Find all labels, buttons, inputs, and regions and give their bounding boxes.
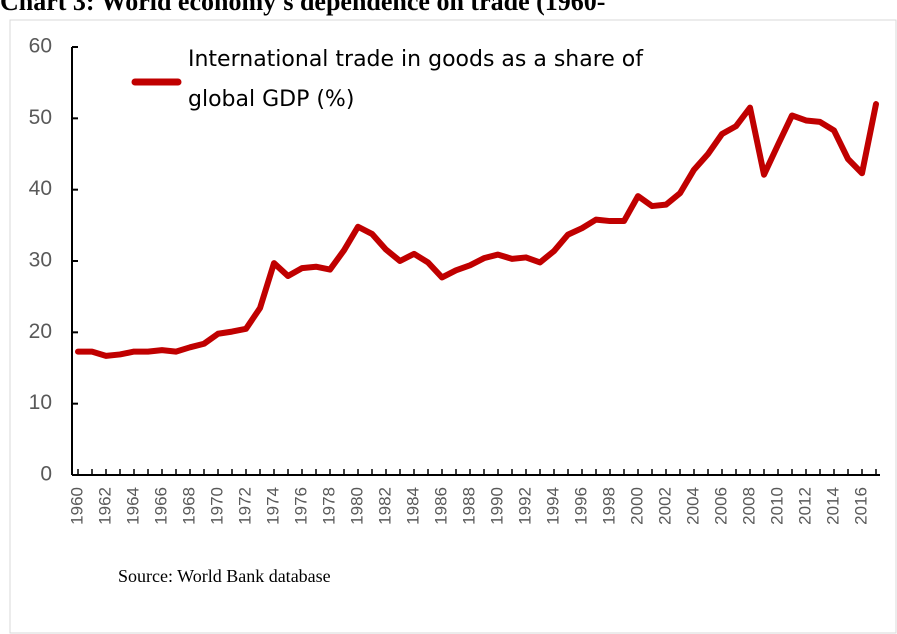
- x-tick-label: 1968: [179, 487, 198, 525]
- x-tick-label: 2014: [823, 487, 842, 525]
- x-tick-label: 2008: [739, 487, 758, 525]
- y-tick-label: 40: [29, 177, 52, 200]
- x-tick-label: 1986: [431, 487, 450, 525]
- x-tick-label: 1974: [263, 487, 282, 525]
- y-tick-label: 60: [29, 35, 52, 58]
- y-tick-label: 50: [29, 106, 52, 129]
- x-tick-label: 2012: [795, 487, 814, 525]
- x-tick-label: 2010: [767, 487, 786, 525]
- x-tick-label: 1980: [347, 487, 366, 525]
- x-tick-label: 1976: [291, 487, 310, 525]
- x-tick-label: 1990: [487, 487, 506, 525]
- x-tick-label: 1998: [599, 487, 618, 525]
- x-tick-label: 1972: [235, 487, 254, 525]
- x-tick-label: 2006: [711, 487, 730, 525]
- series-line: [75, 101, 879, 359]
- x-tick-label: 1984: [403, 487, 422, 525]
- x-tick-label: 1962: [95, 487, 114, 525]
- chart-title: Chart 3: World economy's dependence on t…: [0, 0, 605, 16]
- y-tick-label: 0: [40, 463, 52, 486]
- x-tick-label: 2004: [683, 487, 702, 525]
- x-tick-label: 1994: [543, 487, 562, 525]
- x-tick-label: 1982: [375, 487, 394, 525]
- legend-label: International trade in goods as a share …: [188, 47, 643, 112]
- x-tick-label: 2016: [851, 487, 870, 525]
- x-tick-label: 1960: [67, 487, 86, 525]
- frame: [9, 19, 897, 634]
- x-tick-label: 1970: [207, 487, 226, 525]
- x-tick-label: 1966: [151, 487, 170, 525]
- y-tick-label: 30: [29, 249, 52, 272]
- x-tick-label: 1978: [319, 487, 338, 525]
- y-tick-label: 20: [29, 320, 52, 343]
- source-note: Source: World Bank database: [118, 566, 331, 586]
- x-tick-label: 1996: [571, 487, 590, 525]
- x-tick-label: 1988: [459, 487, 478, 525]
- x-tick-label: 2000: [627, 487, 646, 525]
- x-tick-label: 1964: [123, 487, 142, 525]
- x-tick-label: 2002: [655, 487, 674, 525]
- y-tick-label: 10: [29, 391, 52, 414]
- x-tick-label: 1992: [515, 487, 534, 525]
